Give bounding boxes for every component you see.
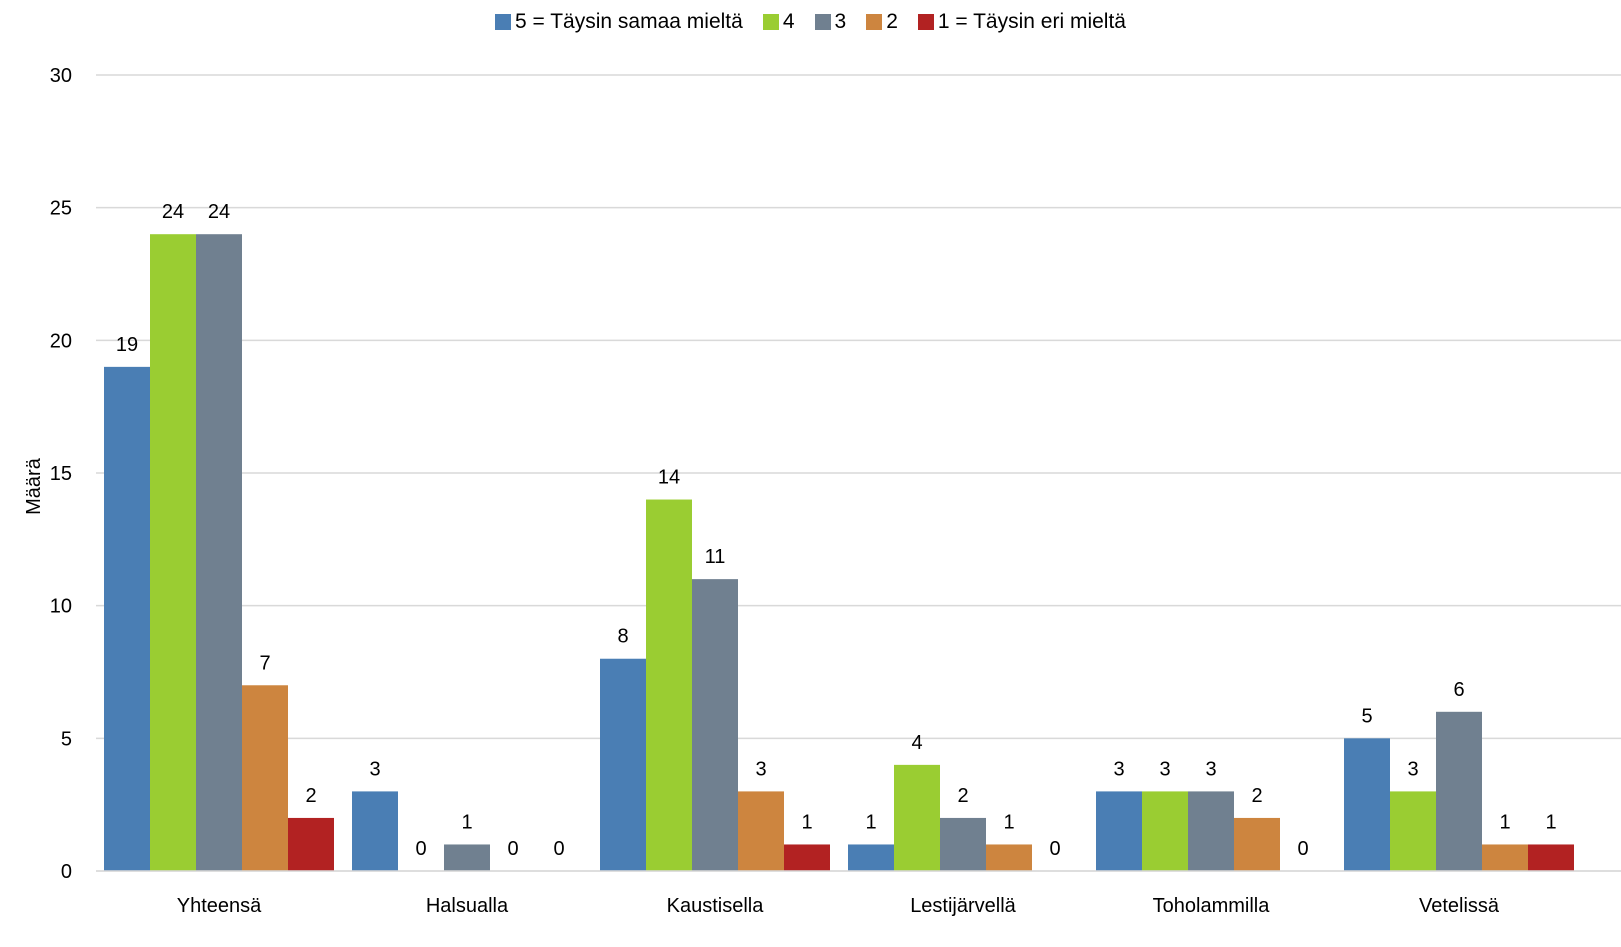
y-tick-label: 5 <box>61 728 72 750</box>
y-tick-label: 0 <box>61 861 72 883</box>
bar <box>1390 791 1436 871</box>
x-tick-label: Halsualla <box>426 895 509 917</box>
data-label: 1 <box>801 811 812 833</box>
data-label: 3 <box>369 758 380 780</box>
bar <box>196 234 242 871</box>
data-label: 1 <box>1003 811 1014 833</box>
bar <box>692 579 738 871</box>
bar <box>104 366 150 871</box>
y-tick-label: 25 <box>50 198 72 220</box>
legend-swatch <box>866 14 883 30</box>
data-label: 0 <box>1049 838 1060 860</box>
legend-item: 4 <box>762 10 795 34</box>
legend-swatch <box>917 14 934 30</box>
legend-swatch <box>762 14 779 30</box>
y-tick-label: 30 <box>50 65 72 87</box>
y-tick-label: 10 <box>50 596 72 618</box>
y-tick-label: 15 <box>50 463 72 485</box>
legend-swatch <box>495 14 511 30</box>
data-label: 4 <box>911 732 922 754</box>
bar <box>242 685 288 871</box>
bar <box>940 817 986 871</box>
data-label: 3 <box>1407 758 1418 780</box>
bar <box>848 844 894 871</box>
data-label: 1 <box>461 811 472 833</box>
legend-label: 5 = Täysin samaa mieltä <box>515 10 743 33</box>
data-label: 1 <box>865 811 876 833</box>
data-label: 0 <box>415 838 426 860</box>
bar <box>1096 791 1142 871</box>
data-label: 3 <box>1159 758 1170 780</box>
bar <box>784 844 830 871</box>
bar <box>1344 738 1390 871</box>
data-label: 0 <box>1297 838 1308 860</box>
data-label: 2 <box>305 785 316 807</box>
data-label: 11 <box>705 546 726 568</box>
legend-item: 1 = Täysin eri mieltä <box>917 10 1126 34</box>
data-label: 2 <box>957 785 968 807</box>
data-label: 1 <box>1545 811 1556 833</box>
legend-label: 3 <box>834 10 847 33</box>
bar <box>738 791 784 871</box>
bar <box>288 817 334 871</box>
legend-item: 2 <box>866 10 898 34</box>
data-label: 5 <box>1361 705 1372 727</box>
x-tick-label: Toholammilla <box>1153 895 1271 917</box>
x-tick-label: Lestijärvellä <box>910 895 1016 917</box>
x-tick-label: Vetelissä <box>1419 895 1500 917</box>
data-label: 7 <box>259 652 270 674</box>
data-label: 3 <box>755 758 766 780</box>
bar <box>1234 817 1280 871</box>
legend-label: 1 = Täysin eri mieltä <box>937 10 1126 33</box>
bar <box>352 791 398 871</box>
bar <box>1528 844 1574 871</box>
bar <box>1188 791 1234 871</box>
x-tick-label: Kaustisella <box>667 895 765 917</box>
bar <box>150 234 196 871</box>
bar <box>1482 844 1528 871</box>
legend: 5 = Täysin samaa mieltä 4 3 2 1 = Täysin eri… <box>0 10 1621 34</box>
bar <box>444 844 490 871</box>
legend-item: 5 = Täysin samaa mieltä <box>495 10 743 34</box>
x-tick-label: Yhteensä <box>177 895 262 917</box>
bar <box>986 844 1032 871</box>
data-label: 2 <box>1251 785 1262 807</box>
data-label: 1 <box>1499 811 1510 833</box>
legend-item: 3 <box>814 10 847 34</box>
bar <box>1436 711 1482 871</box>
bar <box>600 658 646 871</box>
legend-label: 2 <box>886 10 898 33</box>
data-label: 6 <box>1453 679 1464 701</box>
data-label: 0 <box>553 838 564 860</box>
data-label: 24 <box>162 201 184 223</box>
bar <box>646 499 692 871</box>
y-tick-label: 20 <box>50 330 72 352</box>
data-label: 14 <box>658 467 680 489</box>
data-label: 3 <box>1205 758 1216 780</box>
data-label: 8 <box>617 626 628 648</box>
bar <box>1142 791 1188 871</box>
data-label: 19 <box>116 334 138 356</box>
legend-swatch <box>814 14 831 30</box>
data-label: 3 <box>1113 758 1124 780</box>
data-label: 0 <box>507 838 518 860</box>
legend-label: 4 <box>782 10 795 33</box>
bar <box>894 764 940 871</box>
data-label: 24 <box>208 201 230 223</box>
